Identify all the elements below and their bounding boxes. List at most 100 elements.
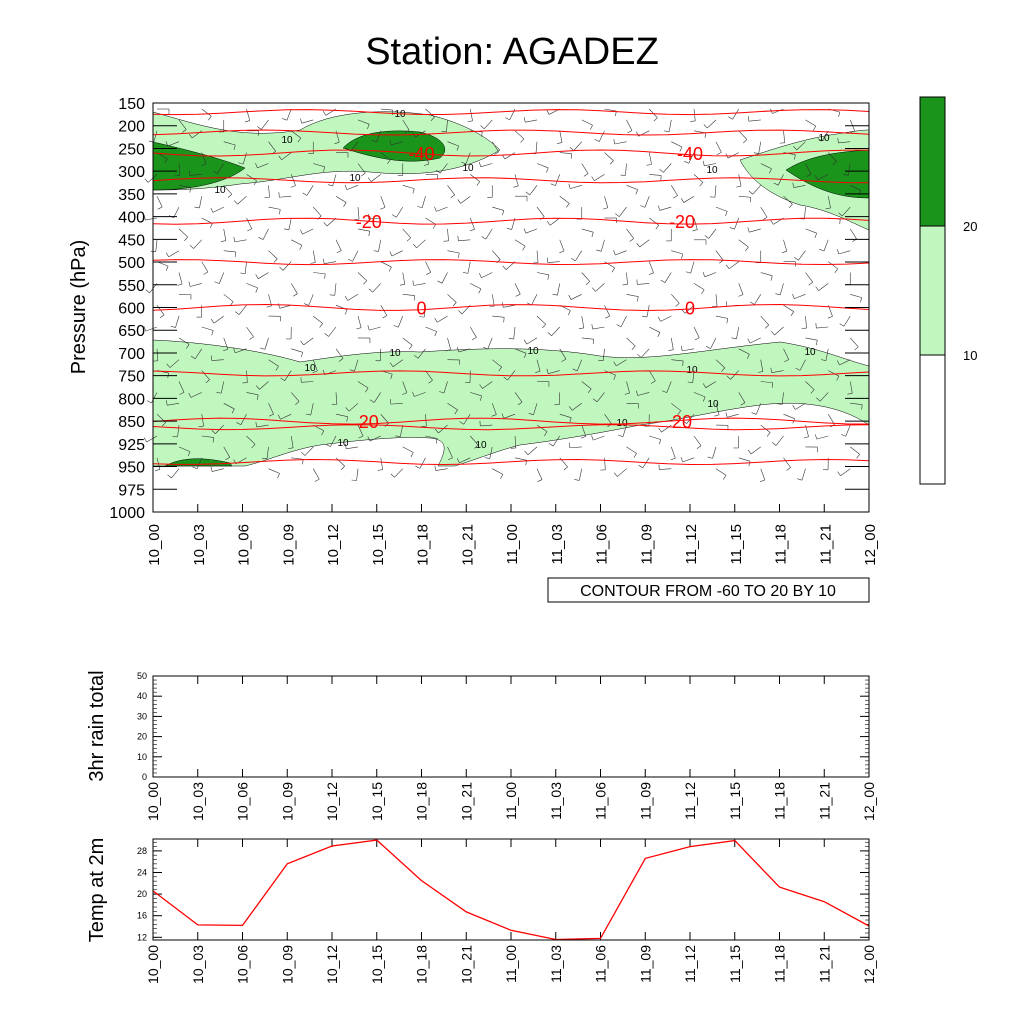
wind-barb — [300, 118, 314, 124]
temperature-contour-label: -40 — [408, 144, 434, 164]
wind-barb — [596, 239, 605, 252]
wind-barb — [658, 464, 672, 470]
wind-barb — [189, 170, 202, 176]
wind-barb — [693, 174, 704, 187]
temperature-contour-label: 0 — [685, 299, 695, 319]
wind-barb — [441, 119, 448, 133]
wind-barb — [178, 228, 188, 241]
wind-barb — [210, 315, 224, 324]
wind-barb — [434, 465, 448, 471]
wind-barb — [335, 239, 342, 254]
wind-barb — [288, 435, 294, 449]
legend-label-20: 20 — [963, 219, 977, 234]
wind-barb — [492, 206, 505, 216]
wind-barb — [838, 206, 851, 217]
wind-barb — [313, 163, 326, 172]
wind-barb — [715, 468, 727, 480]
wind-barb — [760, 315, 770, 329]
wind-barb — [671, 250, 684, 259]
wind-barb — [492, 468, 504, 479]
wind-barb — [166, 359, 180, 368]
wind-barb — [357, 119, 370, 129]
wind-barb — [415, 457, 426, 469]
x-tick-label: 11_15 — [727, 782, 743, 820]
wind-barb — [165, 141, 180, 147]
wind-barb — [470, 435, 479, 449]
wind-barb — [335, 304, 348, 315]
wind-barb — [457, 346, 471, 353]
wind-barb — [640, 196, 650, 208]
wind-barb — [402, 337, 413, 350]
wind-barb — [591, 435, 605, 441]
wind-barb — [291, 457, 304, 465]
wind-barb — [389, 140, 403, 146]
wind-barb — [747, 446, 761, 455]
wind-barb — [501, 413, 516, 419]
wind-barb — [828, 152, 837, 166]
wind-barb — [255, 272, 269, 279]
temperature-contour-line — [152, 129, 870, 136]
y-tick-label: 1000 — [109, 505, 145, 522]
wind-barb — [536, 206, 545, 220]
wind-barb — [670, 446, 676, 461]
wind-barb — [755, 250, 762, 264]
wind-barb — [636, 390, 650, 396]
wind-barb — [367, 435, 381, 442]
wind-barb — [447, 294, 457, 307]
wind-barb — [816, 392, 829, 402]
wind-barb — [749, 294, 762, 305]
chart-title: Station: AGADEZ — [365, 31, 659, 73]
wind-barb — [178, 337, 190, 349]
wind-barb — [345, 403, 359, 412]
wind-barb — [211, 355, 224, 361]
wind-barb — [748, 185, 761, 195]
y-tick-label: 40 — [137, 691, 147, 701]
wind-barb — [805, 272, 813, 286]
wind-barb — [356, 316, 362, 330]
legend-box-dark — [919, 96, 946, 227]
wind-barb — [703, 119, 717, 129]
wind-barb — [845, 272, 851, 285]
wind-barb — [548, 435, 561, 447]
x-tick-label: 11_21 — [816, 945, 832, 983]
wind-barb — [604, 370, 616, 380]
wind-barb — [290, 174, 296, 188]
wind-barb — [201, 326, 214, 336]
wind-barb — [246, 174, 257, 186]
wind-barb — [218, 119, 225, 133]
wind-barb — [733, 435, 740, 449]
y-tick-label: 10 — [137, 752, 147, 762]
wind-barb — [715, 315, 729, 324]
wind-barb — [626, 446, 637, 458]
wind-barb — [310, 250, 316, 264]
wind-barb — [201, 261, 209, 275]
wind-barb — [805, 337, 818, 346]
wind-barb — [178, 294, 192, 300]
wind-barb — [324, 326, 337, 337]
wind-barb — [402, 228, 412, 242]
wind-barb — [470, 283, 482, 294]
wind-barb — [399, 272, 406, 286]
wind-barb — [282, 108, 292, 121]
contour-info-text: CONTOUR FROM -60 TO 20 BY 10 — [580, 583, 836, 600]
x-tick-label: 11_18 — [772, 782, 788, 820]
wind-barb — [447, 359, 460, 365]
temperature-contour-line — [152, 259, 870, 266]
wind-barb — [815, 323, 829, 329]
x-tick-label: 10_00 — [146, 524, 163, 566]
wind-barb — [604, 261, 615, 273]
wind-barb — [380, 261, 392, 272]
x-tick-label: 10_21 — [458, 782, 474, 821]
wind-barb — [636, 239, 650, 248]
wind-barb — [578, 316, 585, 330]
wind-barb — [666, 228, 672, 242]
wind-barb — [592, 283, 605, 292]
wind-barb — [728, 108, 740, 120]
wind-barb — [849, 119, 856, 134]
wind-barb — [680, 195, 695, 203]
wind-barb — [434, 424, 448, 434]
sounding-ylabel: Pressure (hPa) — [68, 240, 90, 375]
wind-barb — [434, 315, 448, 323]
wind-barb — [380, 305, 388, 319]
wind-barb — [680, 457, 695, 463]
